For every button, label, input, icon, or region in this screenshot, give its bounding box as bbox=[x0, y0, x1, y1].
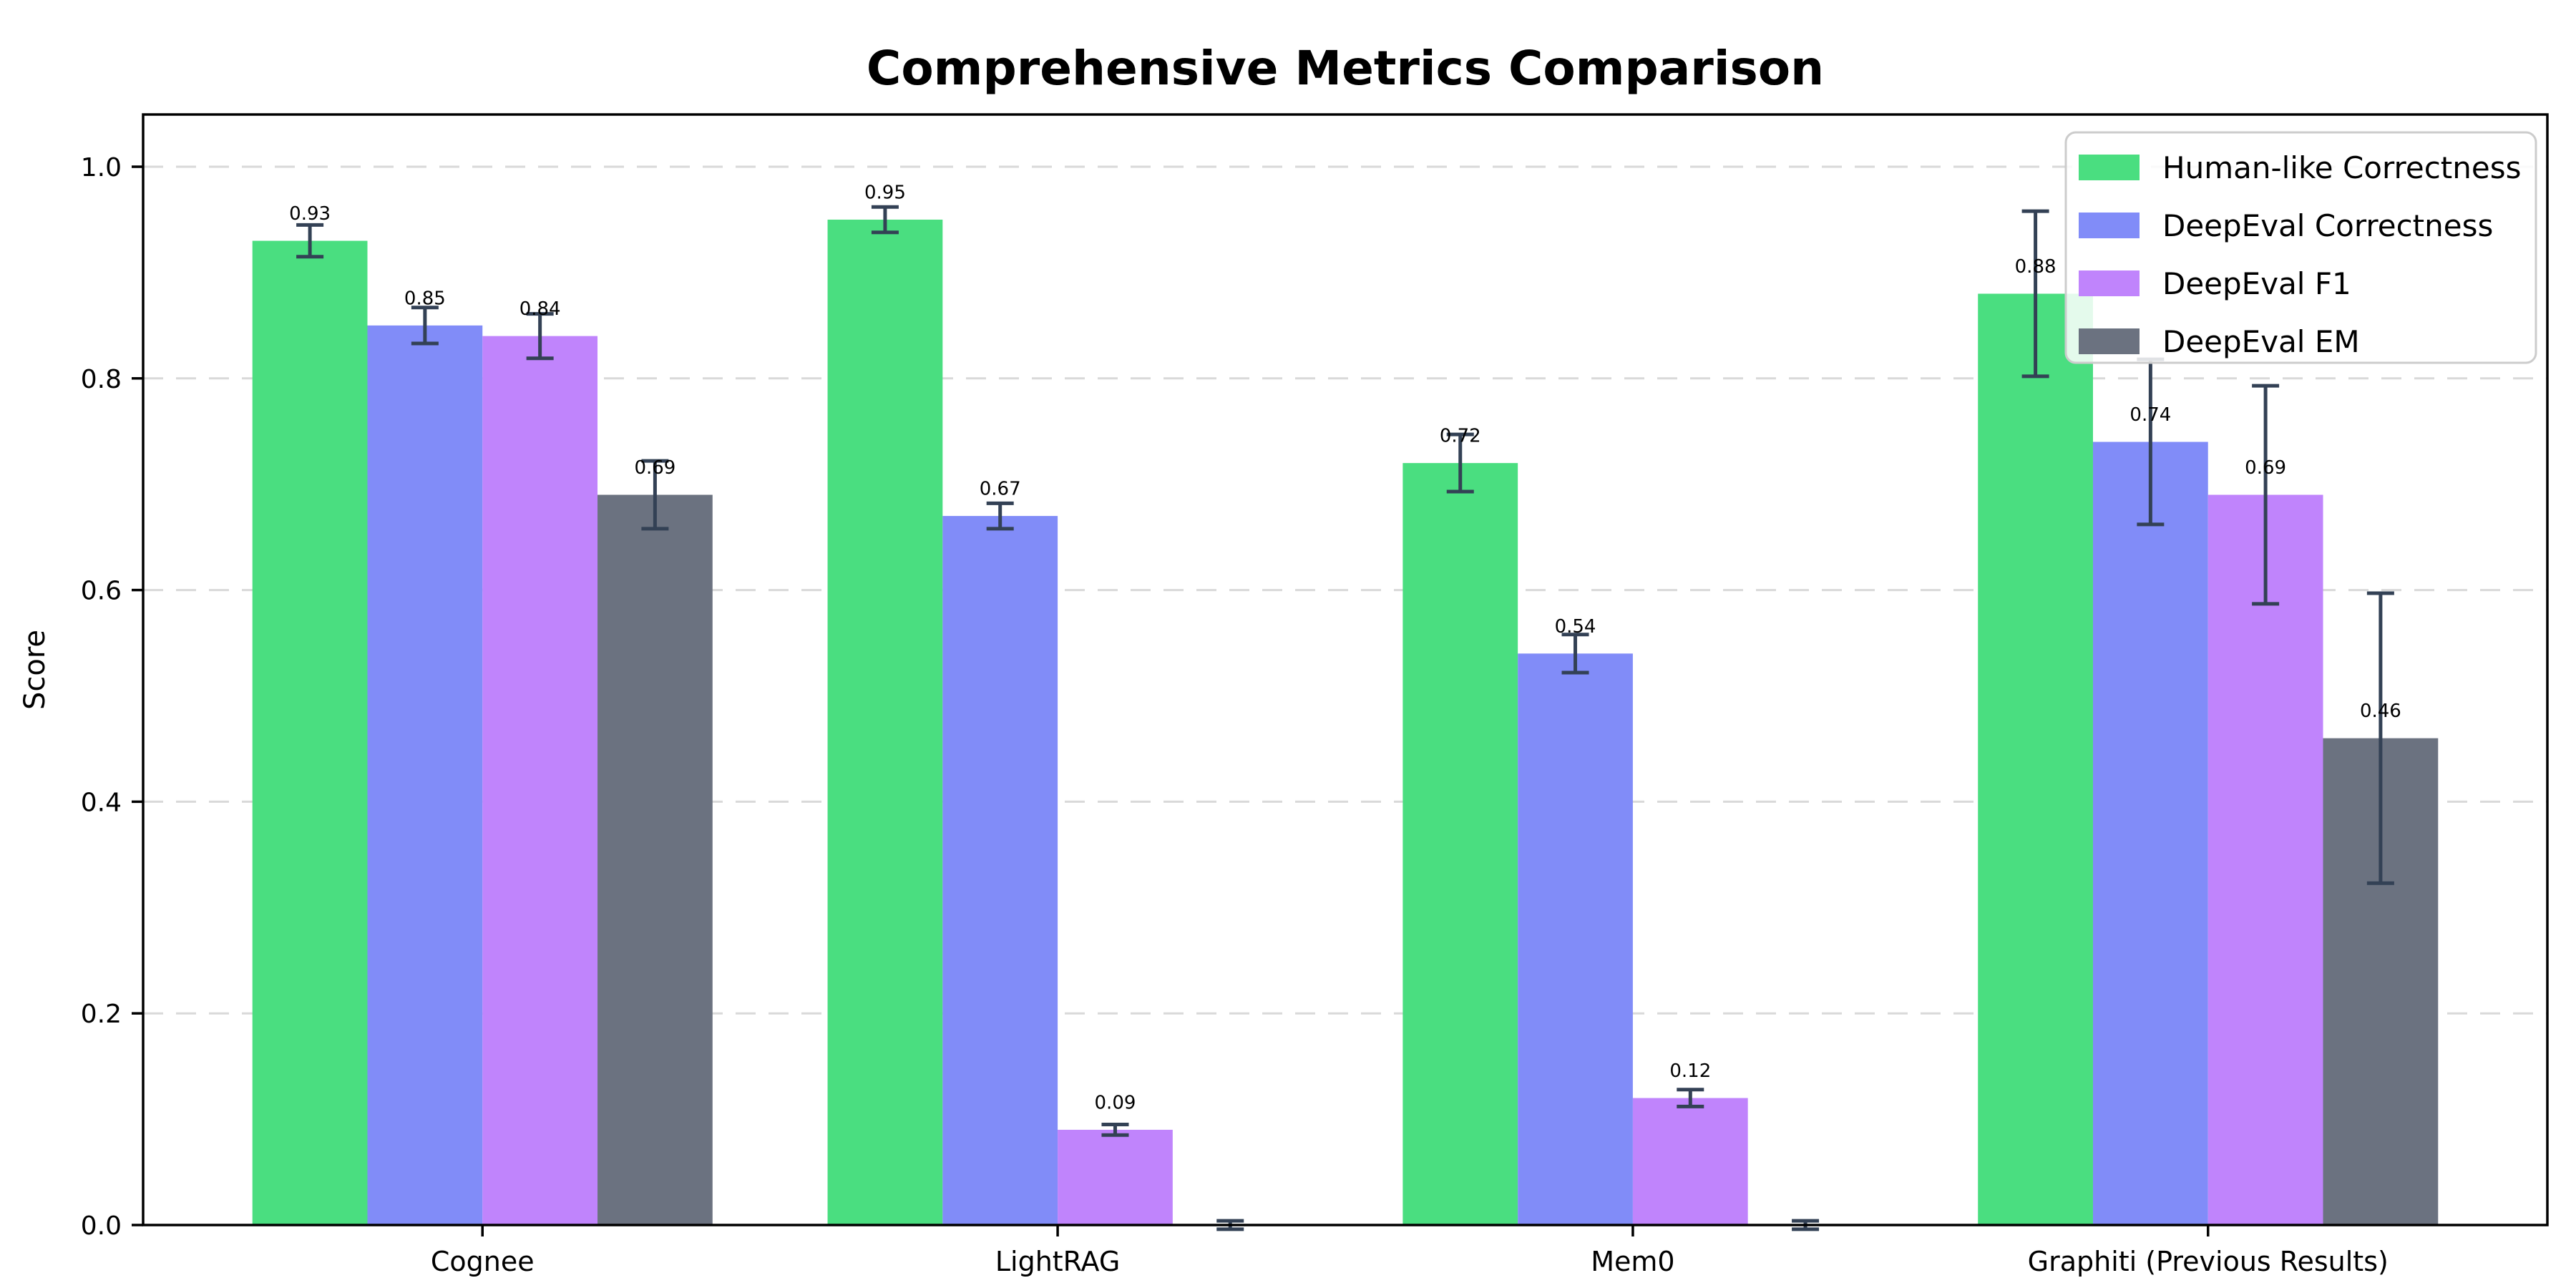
bars-layer bbox=[252, 219, 2439, 1226]
bar-value-label: 0.95 bbox=[864, 182, 906, 203]
value-labels-layer: 0.93 0.95 0.72 0.88 0.85 0.67 0.54 0.74 0.84 0.09… bbox=[289, 182, 2401, 1113]
x-tick-label: Mem0 bbox=[1591, 1246, 1674, 1277]
bar-value-label: 0.85 bbox=[404, 288, 446, 309]
legend-label: Human-like Correctness bbox=[2162, 150, 2522, 185]
bar-value-label: 0.69 bbox=[2245, 457, 2286, 479]
legend-swatch bbox=[2079, 155, 2140, 180]
bar bbox=[1978, 293, 2093, 1226]
legend-box bbox=[2064, 131, 2537, 364]
legend: Human-like Correctness DeepEval Correctne… bbox=[2064, 131, 2537, 364]
bar-value-label: 0.46 bbox=[2360, 701, 2401, 722]
bar bbox=[942, 516, 1058, 1225]
bar bbox=[2207, 494, 2323, 1225]
bar-value-label: 0.74 bbox=[2129, 404, 2171, 426]
axes-layer bbox=[132, 113, 2549, 1236]
bar-value-label: 0.93 bbox=[289, 203, 331, 225]
error-bars-layer bbox=[296, 205, 2394, 1231]
y-tick-label: 0.6 bbox=[81, 577, 122, 606]
legend-label: DeepEval Correctness bbox=[2162, 208, 2493, 243]
legend-swatch bbox=[2079, 270, 2140, 296]
bar-value-label: 0.69 bbox=[634, 457, 675, 479]
x-tick-label: Graphiti (Previous Results) bbox=[2028, 1246, 2389, 1277]
bar bbox=[252, 240, 368, 1225]
bar-value-label: 0.88 bbox=[2015, 256, 2057, 278]
bar-value-label: 0.84 bbox=[519, 298, 561, 320]
bar-value-label: 0.54 bbox=[1555, 616, 1596, 638]
x-tick-label: Cognee bbox=[431, 1246, 535, 1277]
bar-value-label: 0.67 bbox=[980, 478, 1021, 499]
bar-value-label: 0.12 bbox=[1669, 1060, 1711, 1082]
bar bbox=[1402, 463, 1518, 1225]
y-tick-label: 0.4 bbox=[81, 788, 122, 817]
y-tick-label: 1.0 bbox=[81, 153, 122, 182]
bar bbox=[1632, 1098, 1748, 1225]
bar bbox=[1058, 1129, 1173, 1225]
y-axis-label: Score bbox=[19, 630, 52, 710]
bar-value-label: 0.09 bbox=[1095, 1092, 1136, 1113]
y-tick-label: 0.2 bbox=[81, 1000, 122, 1029]
bar-value-label: 0.72 bbox=[1440, 426, 1481, 447]
bar bbox=[1518, 653, 1633, 1225]
tick-labels-layer: Cognee LightRAG Mem0 Graphiti (Previous Res… bbox=[81, 153, 2389, 1277]
legend-label: DeepEval F1 bbox=[2162, 266, 2351, 301]
bar bbox=[2092, 441, 2208, 1225]
bar bbox=[482, 336, 598, 1225]
y-tick-label: 0.0 bbox=[81, 1211, 122, 1241]
chart-title: Comprehensive Metrics Comparison bbox=[867, 41, 1824, 96]
bar bbox=[597, 494, 713, 1225]
x-tick-label: LightRAG bbox=[995, 1246, 1120, 1277]
plot-frame bbox=[142, 113, 2549, 1226]
legend-swatch bbox=[2079, 213, 2140, 238]
legend-label: DeepEval EM bbox=[2162, 324, 2360, 359]
legend-swatch bbox=[2079, 328, 2140, 354]
y-tick-label: 0.8 bbox=[81, 365, 122, 394]
bar bbox=[827, 219, 943, 1226]
bar bbox=[367, 325, 483, 1226]
